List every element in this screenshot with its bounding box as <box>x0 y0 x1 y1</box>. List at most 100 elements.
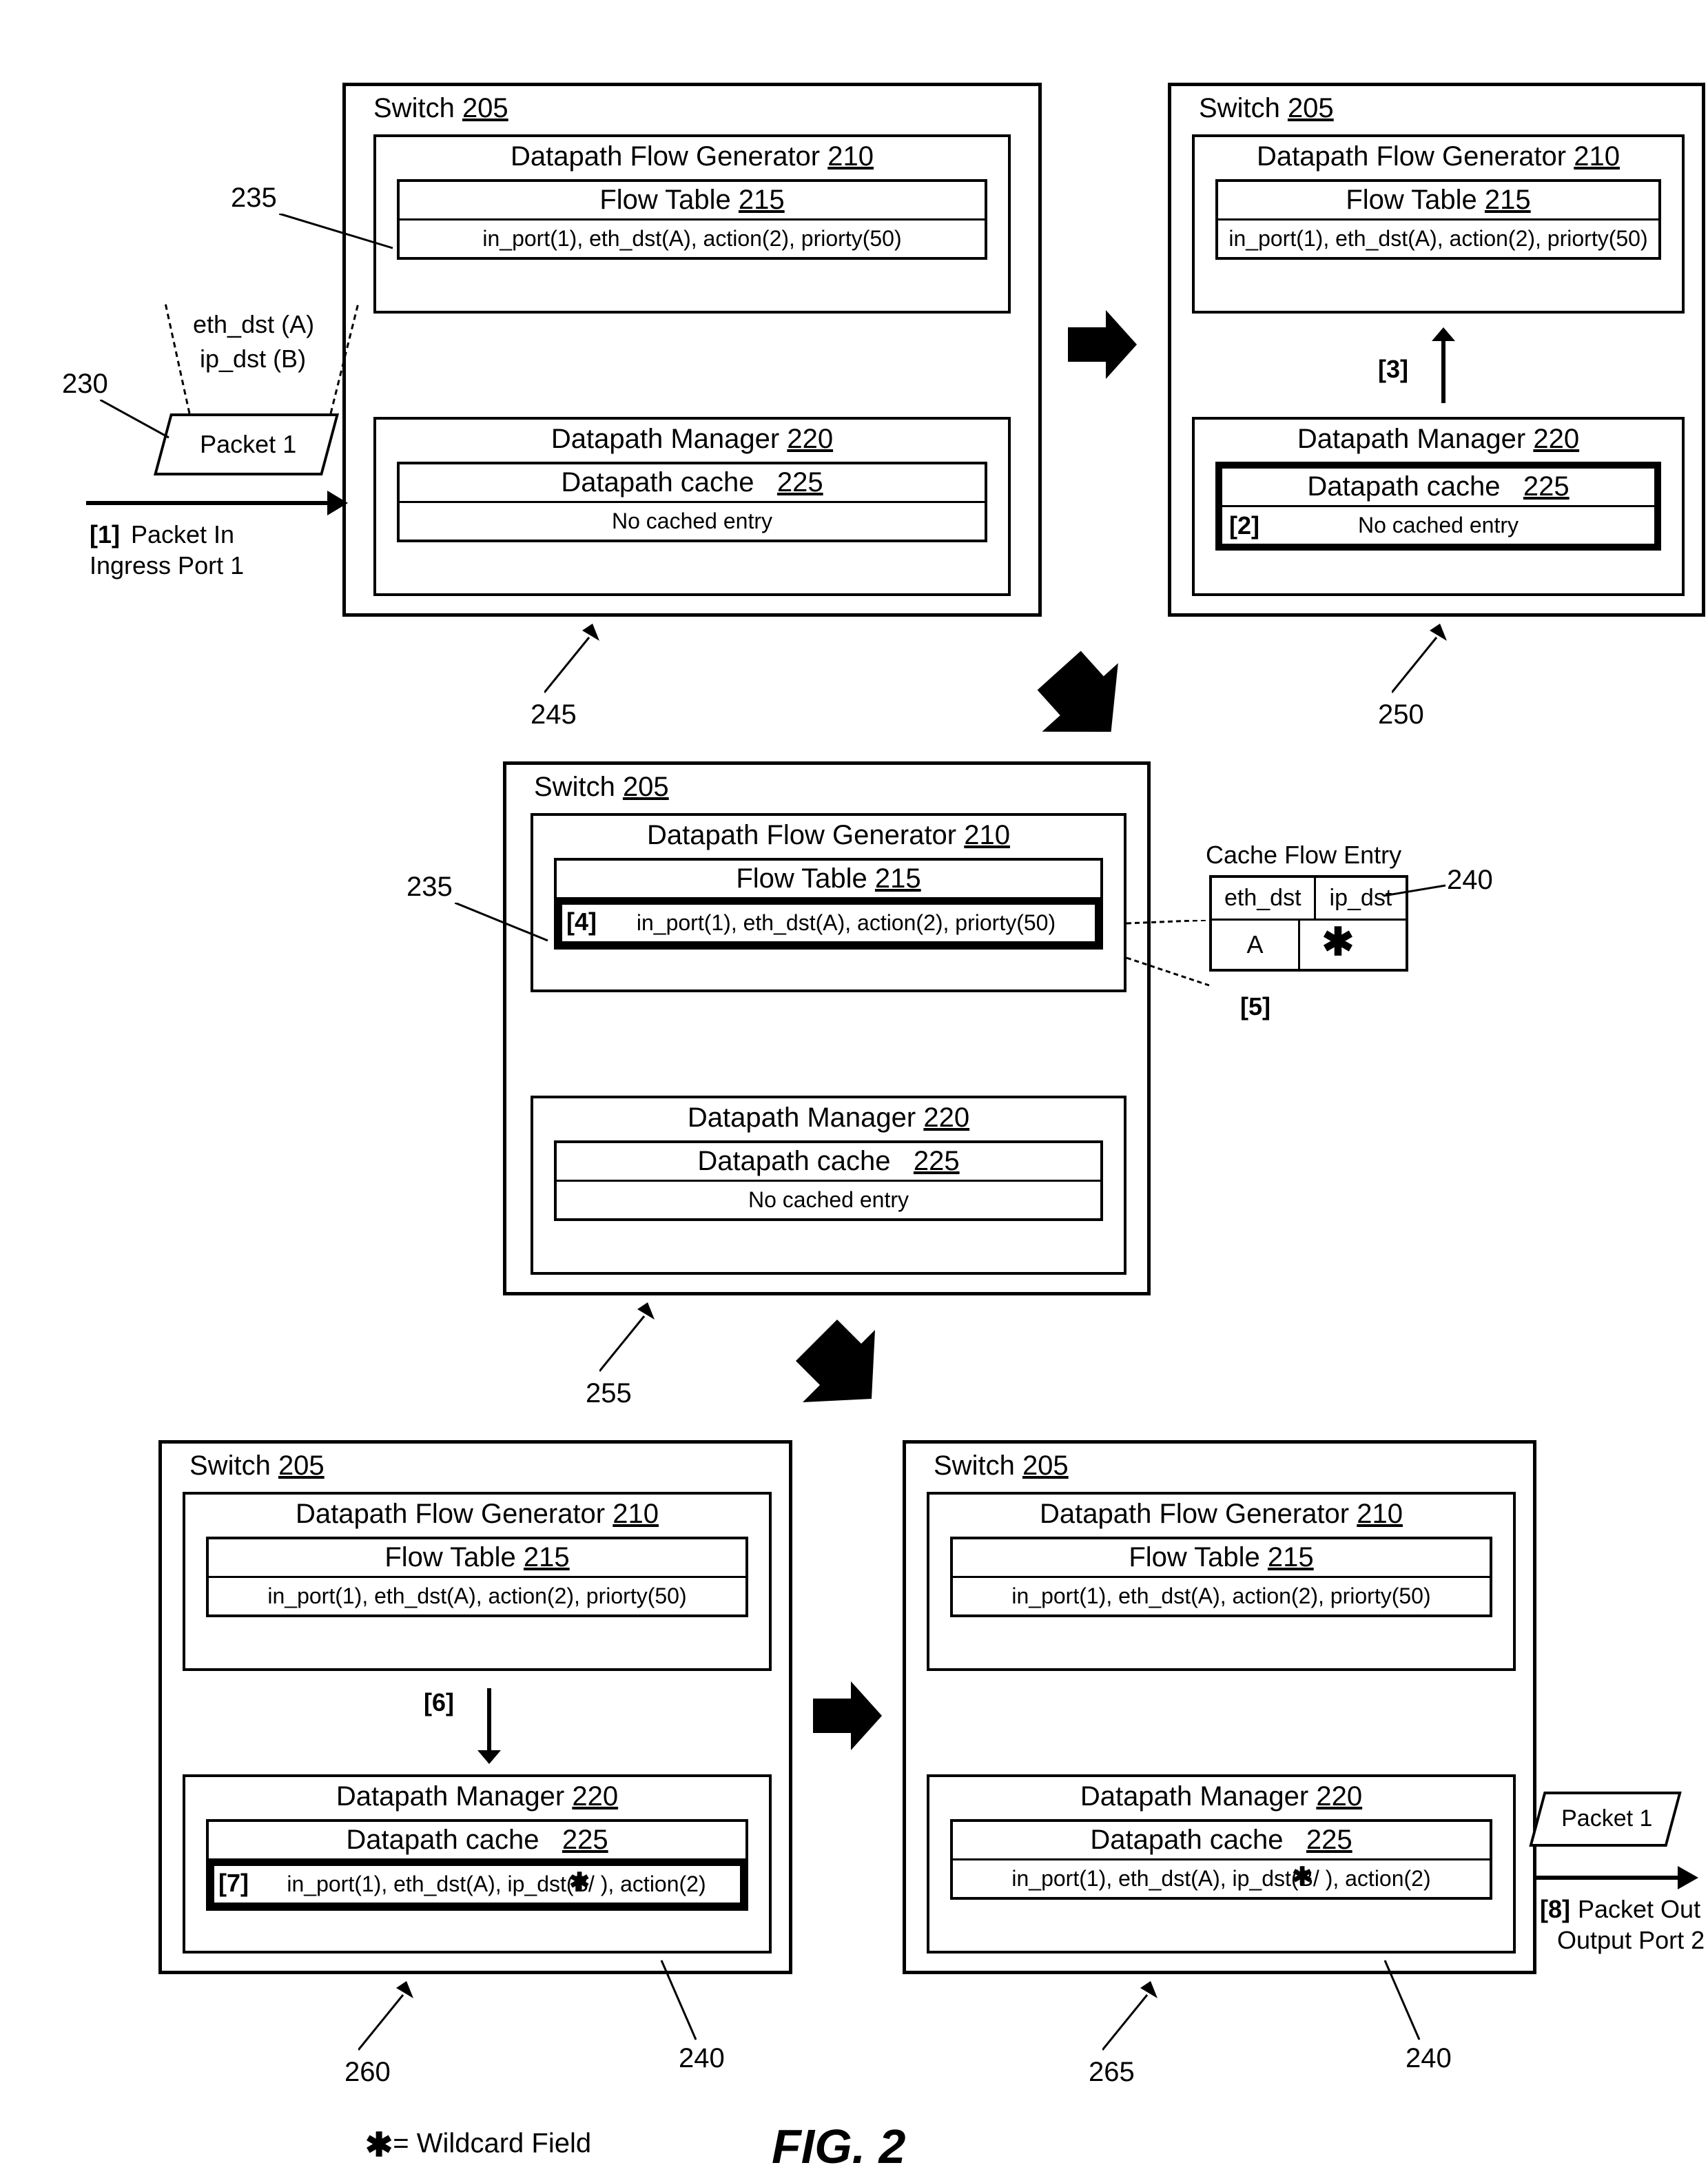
cache-entry-text: No cached entry <box>557 1182 1100 1218</box>
packet-out-label: Packet 1 <box>1541 1794 1673 1832</box>
dc-ref: 225 <box>777 467 823 498</box>
ft-title: Flow Table 215 <box>209 1539 745 1578</box>
ref-245: 245 <box>531 699 577 730</box>
ref-240-line-c <box>1378 1957 1433 2047</box>
flow-entry-text: in_port(1), eth_dst(A), action(2), prior… <box>562 905 1095 941</box>
flow-entry-text: in_port(1), eth_dst(A), action(2), prior… <box>1218 221 1658 257</box>
cache-entry-text: No cached entry <box>400 503 985 540</box>
flow-table: Flow Table 215 in_port(1), eth_dst(A), a… <box>1215 179 1661 260</box>
switch-ref: 205 <box>462 93 508 123</box>
dc-label: Datapath cache <box>1090 1825 1283 1855</box>
ref-255-arrow <box>599 1302 668 1378</box>
ft-ref: 215 <box>1268 1542 1314 1572</box>
switch-title: Switch 205 <box>373 93 508 124</box>
dfg-title: Datapath Flow Generator 210 <box>376 137 1008 172</box>
switch-label: Switch <box>189 1450 271 1481</box>
ref-265-arrow <box>1102 1981 1171 2057</box>
dm-box: Datapath Manager 220 Datapath cache 225 … <box>373 417 1011 596</box>
dc-label: Datapath cache <box>1307 471 1500 502</box>
pkt-hdr2: ip_dst (B) <box>200 345 306 373</box>
flow-entry-text: in_port(1), eth_dst(A), action(2), prior… <box>400 221 985 257</box>
ft-title: Flow Table 215 <box>400 182 985 221</box>
switch-box-260: Switch 205 Datapath Flow Generator 210 F… <box>158 1440 792 1974</box>
ref-255: 255 <box>586 1378 632 1409</box>
switch-ref: 205 <box>623 772 669 802</box>
switch-ref: 205 <box>1288 93 1334 123</box>
ref-240-line-b <box>655 1957 710 2047</box>
switch-box-250: Switch 205 Datapath Flow Generator 210 F… <box>1168 83 1705 617</box>
ref-240-a: 240 <box>1447 865 1493 896</box>
ref-265: 265 <box>1089 2057 1135 2088</box>
ref-235-a: 235 <box>231 183 277 214</box>
flow-table: Flow Table 215 [4] in_port(1), eth_dst(A… <box>554 858 1103 950</box>
cache-flow-entry-table: eth_dst ip_dst A ✱ <box>1209 875 1408 972</box>
ft-label: Flow Table <box>599 185 730 215</box>
packet-in-label: Packet 1 <box>167 416 330 459</box>
dm-ref: 220 <box>923 1103 969 1133</box>
cache-entry-text: in_port(1), eth_dst(A), ip_dst(B/ ), act… <box>214 1866 740 1903</box>
ft-label: Flow Table <box>736 863 867 894</box>
dfg-box: Datapath Flow Generator 210 Flow Table 2… <box>1192 134 1685 314</box>
dc-label: Datapath cache <box>697 1146 890 1176</box>
dc-title: Datapath cache 225 <box>953 1822 1490 1860</box>
dfg-ref: 210 <box>827 141 874 172</box>
dc-ref: 225 <box>914 1146 960 1176</box>
switch-title: Switch 205 <box>534 772 669 803</box>
ref-240-b: 240 <box>679 2043 725 2074</box>
step-3-label: [3] <box>1378 355 1408 384</box>
ft-ref: 215 <box>1485 185 1531 215</box>
ref-250: 250 <box>1378 699 1424 730</box>
dm-ref: 220 <box>1533 424 1579 454</box>
ft-ref: 215 <box>524 1542 570 1572</box>
cfe-callout-lines <box>1126 920 1216 989</box>
flow-table: Flow Table 215 in_port(1), eth_dst(A), a… <box>397 179 987 260</box>
dm-title: Datapath Manager 220 <box>185 1777 769 1812</box>
datapath-cache: Datapath cache 225 in_port(1), eth_dst(A… <box>950 1819 1492 1900</box>
dc-title: Datapath cache 225 <box>400 464 985 503</box>
dm-box: Datapath Manager 220 Datapath cache 225 … <box>1192 417 1685 596</box>
ft-ref: 215 <box>875 863 921 894</box>
cfe-title: Cache Flow Entry <box>1206 841 1401 870</box>
packet-out-text: Packet Out <box>1578 1895 1700 1924</box>
step-6-arrow <box>472 1685 506 1764</box>
switch-box-255: Switch 205 Datapath Flow Generator 210 F… <box>503 761 1151 1295</box>
packet-in-text: Packet In <box>131 520 234 549</box>
dfg-label: Datapath Flow Generator <box>296 1499 605 1529</box>
ft-title: Flow Table 215 <box>1218 182 1658 221</box>
dm-box: Datapath Manager 220 Datapath cache 225 … <box>927 1774 1516 1953</box>
dfg-label: Datapath Flow Generator <box>1257 141 1566 172</box>
ft-label: Flow Table <box>1346 185 1477 215</box>
step-2-label: [2] <box>1229 511 1259 540</box>
step-8-label: [8] <box>1540 1895 1570 1924</box>
transition-arrow-2-3 <box>1033 648 1137 751</box>
flow-entry-text: in_port(1), eth_dst(A), action(2), prior… <box>209 1578 745 1614</box>
dfg-title: Datapath Flow Generator 210 <box>1195 137 1682 172</box>
datapath-cache: Datapath cache 225 No cached entry <box>554 1140 1103 1221</box>
dfg-ref: 210 <box>1357 1499 1403 1529</box>
ref-235-b: 235 <box>407 872 453 903</box>
wildcard-star-icon: ✱ <box>569 1867 590 1896</box>
dc-ref: 225 <box>1306 1825 1352 1855</box>
switch-title: Switch 205 <box>189 1450 325 1481</box>
dc-ref: 225 <box>562 1825 608 1855</box>
dc-title: Datapath cache 225 <box>557 1143 1100 1182</box>
datapath-cache: Datapath cache 225 [7] in_port(1), eth_d… <box>206 1819 748 1911</box>
dc-title: Datapath cache 225 <box>1222 469 1654 507</box>
switch-ref: 205 <box>1022 1450 1069 1481</box>
switch-label: Switch <box>534 772 615 802</box>
flow-table: Flow Table 215 in_port(1), eth_dst(A), a… <box>950 1537 1492 1617</box>
dfg-label: Datapath Flow Generator <box>511 141 820 172</box>
dm-label: Datapath Manager <box>336 1781 564 1812</box>
transition-arrow-1-2 <box>1064 303 1140 386</box>
dm-label: Datapath Manager <box>551 424 779 454</box>
switch-label: Switch <box>1199 93 1280 123</box>
dm-title: Datapath Manager 220 <box>1195 420 1682 455</box>
switch-title: Switch 205 <box>934 1450 1069 1481</box>
packet-out-arrow <box>1533 1860 1698 1895</box>
dm-box: Datapath Manager 220 Datapath cache 225 … <box>183 1774 772 1953</box>
transition-arrow-3-4 <box>792 1316 896 1419</box>
dm-box: Datapath Manager 220 Datapath cache 225 … <box>531 1096 1126 1275</box>
packet-in-shape: Packet 1 <box>154 413 339 475</box>
dm-title: Datapath Manager 220 <box>533 1098 1124 1134</box>
dfg-ref: 210 <box>964 820 1010 850</box>
